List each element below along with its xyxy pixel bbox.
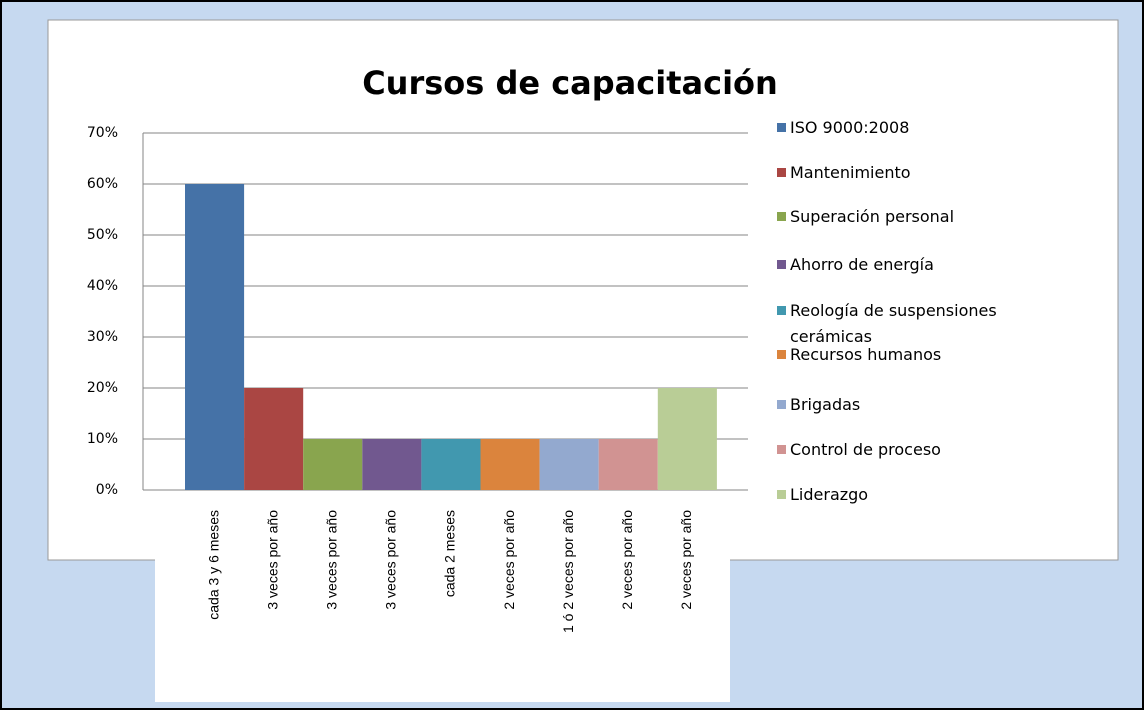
bar (539, 439, 599, 490)
legend-swatch (777, 168, 786, 177)
x-tick-label: 3 veces por año (323, 510, 339, 610)
bar (185, 184, 245, 490)
bar (598, 439, 658, 490)
legend-swatch (777, 306, 786, 315)
legend-swatch (777, 490, 786, 499)
legend-label: Recursos humanos (790, 345, 942, 364)
legend-swatch (777, 260, 786, 269)
x-tick-label: 3 veces por año (383, 510, 399, 610)
legend-label: Ahorro de energía (790, 255, 934, 274)
x-tick-label: 3 veces por año (264, 510, 280, 610)
x-tick-label: cada 2 meses (442, 510, 458, 597)
y-tick-label: 20% (87, 380, 118, 396)
legend-swatch (777, 350, 786, 359)
x-tick-label: 2 veces por año (619, 510, 635, 610)
bar (303, 439, 363, 490)
legend-label: ISO 9000:2008 (790, 118, 910, 137)
bar (480, 439, 540, 490)
legend-label: Brigadas (790, 395, 861, 414)
bar (657, 388, 717, 490)
legend-label: Reología de suspensiones cerámicas (790, 301, 997, 346)
x-tick-label: cada 3 y 6 meses (205, 510, 221, 620)
x-tick-label: 2 veces por año (501, 510, 517, 610)
y-tick-label: 70% (87, 125, 118, 141)
chart-title: Cursos de capacitación (362, 64, 778, 102)
legend-label: Mantenimiento (790, 163, 911, 182)
legend-label: Superación personal (790, 207, 955, 226)
legend-label: Control de proceso (790, 440, 941, 459)
legend-swatch (777, 400, 786, 409)
bar (244, 388, 304, 490)
legend-swatch (777, 445, 786, 454)
y-tick-label: 10% (87, 431, 118, 447)
label-area (155, 540, 730, 702)
y-tick-label: 30% (87, 329, 118, 345)
y-tick-label: 60% (87, 176, 118, 192)
bar (421, 439, 481, 490)
legend-swatch (777, 212, 786, 221)
x-tick-label: 1 ó 2 veces por año (560, 510, 576, 633)
y-tick-label: 40% (87, 278, 118, 294)
legend-swatch (777, 123, 786, 132)
legend-label: Liderazgo (790, 485, 869, 504)
x-tick-label: 2 veces por año (678, 510, 694, 610)
y-tick-label: 0% (96, 482, 118, 498)
y-tick-label: 50% (87, 227, 118, 243)
bar (362, 439, 422, 490)
